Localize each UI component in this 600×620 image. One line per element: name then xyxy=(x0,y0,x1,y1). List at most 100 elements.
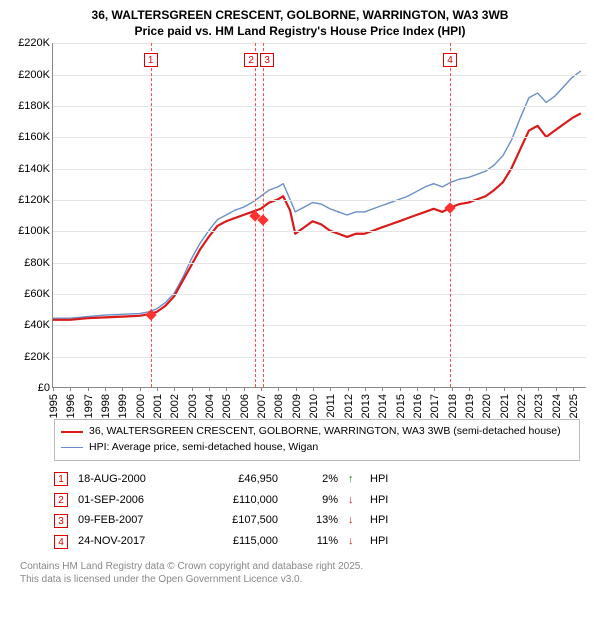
gridline xyxy=(53,137,586,138)
x-tick xyxy=(330,387,331,391)
x-tick xyxy=(122,387,123,391)
footer-attribution: Contains HM Land Registry data © Crown c… xyxy=(20,560,580,586)
x-axis-label: 2025 xyxy=(568,394,587,418)
y-axis-label: £20K xyxy=(10,351,50,363)
row-hpi-label: HPI xyxy=(370,510,400,531)
row-price: £115,000 xyxy=(198,531,278,552)
chart-area: £0£20K£40K£60K£80K£100K£120K£140K£160K£1… xyxy=(10,43,590,413)
event-line xyxy=(151,43,152,387)
gridline xyxy=(53,231,586,232)
y-axis-label: £40K xyxy=(10,319,50,331)
row-arrow: ↓ xyxy=(348,510,360,531)
x-axis-label: 2023 xyxy=(533,394,552,418)
row-date: 09-FEB-2007 xyxy=(78,510,188,531)
x-axis-label: 2009 xyxy=(291,394,310,418)
x-tick xyxy=(573,387,574,391)
y-axis-label: £100K xyxy=(10,225,50,237)
event-badge: 1 xyxy=(144,53,158,67)
legend-item: 36, WALTERSGREEN CRESCENT, GOLBORNE, WAR… xyxy=(61,424,573,440)
x-axis-label: 2021 xyxy=(499,394,518,418)
event-badge: 2 xyxy=(244,53,258,67)
x-tick xyxy=(157,387,158,391)
row-badge: 1 xyxy=(54,472,68,486)
x-tick xyxy=(400,387,401,391)
row-badge: 2 xyxy=(54,493,68,507)
x-tick xyxy=(486,387,487,391)
chart-title: 36, WALTERSGREEN CRESCENT, GOLBORNE, WAR… xyxy=(10,8,590,39)
x-tick xyxy=(417,387,418,391)
x-tick xyxy=(174,387,175,391)
gridline xyxy=(53,325,586,326)
x-tick xyxy=(538,387,539,391)
row-pct: 11% xyxy=(288,531,338,552)
y-axis-label: £180K xyxy=(10,100,50,112)
x-tick xyxy=(261,387,262,391)
x-tick xyxy=(504,387,505,391)
gridline xyxy=(53,106,586,107)
gridline xyxy=(53,263,586,264)
row-arrow: ↓ xyxy=(348,490,360,511)
x-axis-label: 1997 xyxy=(83,394,102,418)
x-tick xyxy=(70,387,71,391)
legend-item: HPI: Average price, semi-detached house,… xyxy=(61,440,573,456)
y-axis-label: £0 xyxy=(10,382,50,394)
x-axis-label: 2014 xyxy=(377,394,396,418)
event-line xyxy=(450,43,451,387)
series-hpi xyxy=(53,71,581,318)
event-badge-group: 23 xyxy=(244,53,274,67)
x-tick xyxy=(244,387,245,391)
event-badge: 4 xyxy=(443,53,457,67)
y-axis-label: £220K xyxy=(10,37,50,49)
x-tick xyxy=(105,387,106,391)
gridline xyxy=(53,43,586,44)
x-tick xyxy=(365,387,366,391)
y-axis-label: £80K xyxy=(10,257,50,269)
x-tick xyxy=(434,387,435,391)
row-pct: 2% xyxy=(288,469,338,490)
x-axis-label: 2024 xyxy=(551,394,570,418)
x-tick xyxy=(313,387,314,391)
row-hpi-label: HPI xyxy=(370,531,400,552)
x-tick xyxy=(382,387,383,391)
x-tick xyxy=(296,387,297,391)
y-axis-label: £120K xyxy=(10,194,50,206)
event-badge: 3 xyxy=(260,53,274,67)
y-axis-label: £200K xyxy=(10,69,50,81)
x-axis-label: 2011 xyxy=(325,394,344,418)
transaction-table: 118-AUG-2000£46,9502%↑HPI201-SEP-2006£11… xyxy=(54,469,580,553)
row-price: £107,500 xyxy=(198,510,278,531)
row-price: £110,000 xyxy=(198,490,278,511)
x-axis-label: 2000 xyxy=(135,394,154,418)
row-badge: 3 xyxy=(54,514,68,528)
table-row: 201-SEP-2006£110,0009%↓HPI xyxy=(54,490,580,511)
x-tick xyxy=(53,387,54,391)
legend-label: 36, WALTERSGREEN CRESCENT, GOLBORNE, WAR… xyxy=(89,424,561,440)
legend-swatch xyxy=(61,431,83,433)
x-axis-label: 1996 xyxy=(65,394,84,418)
x-tick xyxy=(88,387,89,391)
row-date: 01-SEP-2006 xyxy=(78,490,188,511)
x-axis-label: 2003 xyxy=(187,394,206,418)
x-axis-label: 2006 xyxy=(239,394,258,418)
x-axis-label: 1999 xyxy=(117,394,136,418)
table-row: 118-AUG-2000£46,9502%↑HPI xyxy=(54,469,580,490)
x-tick xyxy=(140,387,141,391)
series-property xyxy=(53,114,581,320)
row-badge: 4 xyxy=(54,535,68,549)
row-hpi-label: HPI xyxy=(370,469,400,490)
x-axis-label: 2020 xyxy=(481,394,500,418)
legend-swatch xyxy=(61,447,83,448)
row-pct: 13% xyxy=(288,510,338,531)
row-price: £46,950 xyxy=(198,469,278,490)
row-arrow: ↓ xyxy=(348,531,360,552)
x-tick xyxy=(348,387,349,391)
x-axis-label: 2015 xyxy=(395,394,414,418)
x-tick xyxy=(278,387,279,391)
x-axis-label: 2005 xyxy=(221,394,240,418)
table-row: 3 09-FEB-2007 £107,500 13% ↓ HPI xyxy=(54,510,580,531)
x-axis-label: 2008 xyxy=(273,394,292,418)
table-row: 424-NOV-2017£115,00011%↓HPI xyxy=(54,531,580,552)
chart-plot: 1 23 4 xyxy=(52,43,586,388)
row-hpi-label: HPI xyxy=(370,490,400,511)
legend: 36, WALTERSGREEN CRESCENT, GOLBORNE, WAR… xyxy=(54,419,580,461)
